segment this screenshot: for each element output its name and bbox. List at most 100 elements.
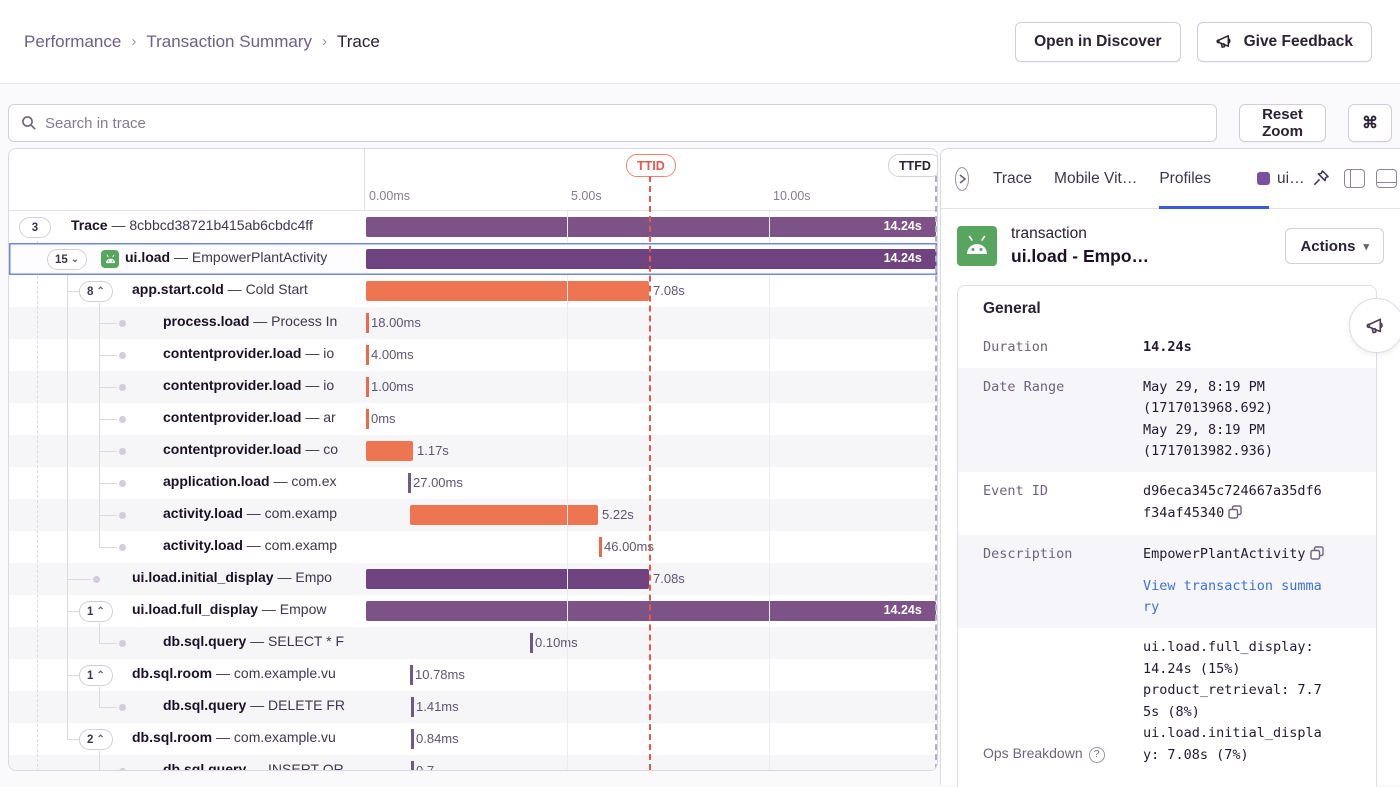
reset-zoom-label: Reset Zoom — [1262, 106, 1303, 140]
shortcuts-command-button[interactable]: ⌘ — [1348, 104, 1392, 142]
span-children-count-badge[interactable]: 2 ⌃ — [79, 729, 113, 750]
span-duration-bar[interactable] — [366, 601, 936, 621]
span-title: db.sql.room — com.example.vu — [132, 665, 336, 681]
span-duration-label: 5.22s — [602, 507, 634, 522]
trace-span-row[interactable]: 3 Trace — 8cbbcd38721b415ab6cbdc4ff 14.24s — [9, 211, 937, 243]
feedback-floating-button[interactable] — [1349, 298, 1400, 353]
ttid-marker-pill[interactable]: TTID — [626, 154, 676, 177]
search-icon — [21, 115, 37, 131]
breadcrumb-separator: › — [131, 33, 137, 50]
span-duration-bar[interactable] — [366, 569, 649, 589]
actions-dropdown-button[interactable]: Actions ▾ — [1285, 228, 1384, 264]
trace-span-row[interactable]: application.load — com.ex 27.00ms — [9, 467, 937, 499]
open-in-discover-button[interactable]: Open in Discover — [1015, 21, 1181, 62]
span-instant-tick[interactable] — [366, 345, 369, 365]
span-instant-tick[interactable] — [530, 633, 533, 653]
tab-profiles[interactable]: Profiles — [1159, 169, 1212, 187]
trace-span-row[interactable]: process.load — Process In 18.00ms — [9, 307, 937, 339]
breadcrumb-transaction-summary[interactable]: Transaction Summary — [146, 31, 312, 51]
span-children-count-badge[interactable]: 1 ⌃ — [79, 665, 113, 686]
span-duration-label: 27.00ms — [413, 475, 463, 490]
copy-icon[interactable] — [1228, 504, 1242, 527]
trace-span-row[interactable]: db.sql.query — DELETE FR 1.41ms — [9, 691, 937, 723]
span-duration-bar[interactable] — [366, 441, 413, 461]
layout-left-panel-icon[interactable] — [1343, 169, 1365, 188]
axis-tick-0: 0.00ms — [369, 189, 410, 203]
layout-bottom-panel-icon[interactable] — [1375, 169, 1397, 188]
span-title: activity.load — com.examp — [163, 505, 338, 521]
chevron-up-icon: ⌃ — [96, 734, 105, 745]
drawer-tabs: Trace Mobile Vit… Profiles ui… — [941, 149, 1400, 209]
trace-span-row[interactable]: 15 ⌄ ui.load — EmpowerPlantActivity 14.24s — [9, 243, 937, 275]
view-transaction-summary-link[interactable]: View transaction summary — [1143, 577, 1322, 616]
span-instant-tick[interactable] — [411, 729, 414, 749]
trace-span-row[interactable]: 1 ⌃ ui.load.full_display — Empow 14.24s — [9, 595, 937, 627]
search-in-trace-box[interactable] — [8, 104, 1217, 142]
pin-tab-icon[interactable] — [1311, 169, 1330, 188]
trace-span-row[interactable]: activity.load — com.examp 5.22s — [9, 499, 937, 531]
transaction-title: ui.load - Empo… — [1011, 246, 1150, 266]
span-bar-cell: 0.7 — [364, 755, 937, 770]
span-instant-tick[interactable] — [366, 377, 369, 397]
span-duration-label: 1.17s — [417, 443, 449, 458]
span-duration-bar[interactable] — [410, 505, 598, 525]
span-children-count-badge[interactable]: 3 — [19, 217, 51, 238]
give-feedback-button[interactable]: Give Feedback — [1196, 21, 1372, 62]
copy-icon[interactable] — [1309, 546, 1324, 568]
span-children-count-badge[interactable]: 1 ⌃ — [79, 601, 113, 622]
trace-span-row[interactable]: activity.load — com.examp 46.00ms — [9, 531, 937, 563]
ttfd-marker-pill[interactable]: TTFD — [888, 154, 937, 177]
span-title: application.load — com.ex — [163, 473, 337, 489]
trace-span-row[interactable]: contentprovider.load — ar 0ms — [9, 403, 937, 435]
reset-zoom-button[interactable]: Reset Zoom — [1239, 104, 1326, 142]
span-leaf-dot — [119, 480, 126, 487]
span-duration-bar[interactable] — [366, 217, 936, 237]
android-icon — [957, 226, 997, 266]
tab-mobile-vitals[interactable]: Mobile Vit… — [1054, 169, 1138, 187]
span-children-count-badge[interactable]: 8 ⌃ — [79, 281, 113, 302]
span-instant-tick[interactable] — [408, 473, 411, 493]
span-instant-tick[interactable] — [366, 409, 369, 429]
span-leaf-dot — [119, 768, 126, 770]
trace-span-row[interactable]: contentprovider.load — co 1.17s — [9, 435, 937, 467]
trace-span-row[interactable]: contentprovider.load — io 1.00ms — [9, 371, 937, 403]
span-duration-label: 7.08s — [653, 283, 685, 298]
span-title: db.sql.query — SELECT * F — [163, 633, 345, 649]
span-instant-tick[interactable] — [410, 665, 413, 685]
collapse-drawer-button[interactable] — [955, 166, 969, 191]
field-label: Duration — [983, 339, 1049, 355]
badge-count: 2 — [87, 733, 94, 746]
trace-span-row[interactable]: 8 ⌃ app.start.cold — Cold Start 7.08s — [9, 275, 937, 307]
chevron-up-icon: ⌃ — [96, 286, 105, 297]
trace-span-row[interactable]: db.sql.query — SELECT * F 0.10ms — [9, 627, 937, 659]
span-title: ui.load.initial_display — Empo — [132, 569, 332, 585]
tab-ui-load-active[interactable]: ui… — [1257, 170, 1305, 188]
span-instant-tick[interactable] — [411, 697, 414, 717]
search-input[interactable] — [45, 114, 1204, 132]
span-instant-tick[interactable] — [599, 537, 602, 557]
span-title: ui.load — EmpowerPlantActivity — [125, 249, 328, 265]
breadcrumb: Performance › Transaction Summary › Trac… — [24, 32, 380, 52]
trace-span-row[interactable]: db.sql.query — INSERT OR 0.7 — [9, 755, 937, 770]
span-duration-bar[interactable] — [366, 249, 936, 269]
field-value: d96eca345c724667a35df6f34af45340 — [1143, 481, 1328, 526]
trace-span-row[interactable]: 1 ⌃ db.sql.room — com.example.vu 10.78ms — [9, 659, 937, 691]
active-tab-underline — [1159, 206, 1269, 209]
chevron-up-icon: ⌃ — [96, 670, 105, 681]
span-title: activity.load — com.examp — [163, 537, 338, 553]
span-instant-tick[interactable] — [411, 761, 414, 770]
span-tree-cell: db.sql.query — SELECT * F — [9, 627, 364, 659]
span-instant-tick[interactable] — [366, 313, 369, 333]
trace-span-row[interactable]: ui.load.initial_display — Empo 7.08s — [9, 563, 937, 595]
span-leaf-dot — [119, 704, 126, 711]
trace-span-row[interactable]: contentprovider.load — io 4.00ms — [9, 339, 937, 371]
span-duration-bar[interactable] — [366, 281, 649, 301]
breadcrumb-performance[interactable]: Performance — [24, 31, 122, 51]
span-tree-cell: activity.load — com.examp — [9, 531, 364, 563]
span-bar-cell: 1.00ms — [364, 371, 937, 403]
span-children-count-badge[interactable]: 15 ⌄ — [47, 249, 88, 270]
help-icon[interactable]: ? — [1088, 746, 1105, 763]
span-title: contentprovider.load — co — [163, 441, 339, 457]
trace-span-row[interactable]: 2 ⌃ db.sql.room — com.example.vu 0.84ms — [9, 723, 937, 755]
tab-trace[interactable]: Trace — [993, 169, 1033, 187]
